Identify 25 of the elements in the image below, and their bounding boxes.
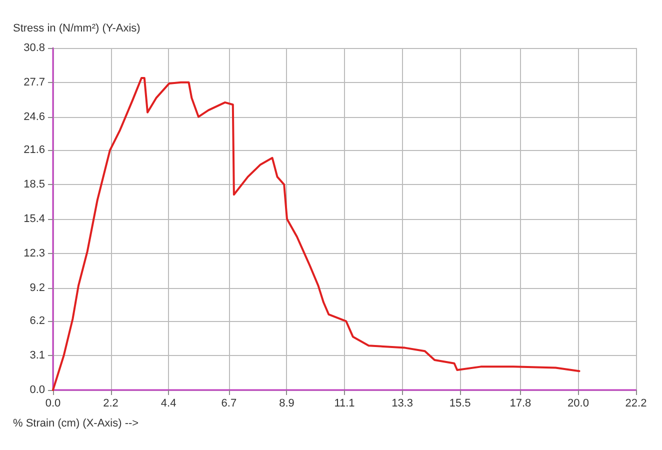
x-tick-label: 2.2 <box>103 398 118 410</box>
y-tick-label: 27.7 <box>24 76 45 88</box>
x-tick-label: 4.4 <box>160 398 176 410</box>
y-tick-label: 3.1 <box>30 350 45 362</box>
line-series <box>52 76 580 391</box>
y-tick-label: 0.0 <box>30 384 45 396</box>
x-tick-label: 17.8 <box>510 398 532 410</box>
y-tick-label: 30.8 <box>24 42 45 54</box>
x-axis-title: % Strain (cm) (X-Axis) --> <box>13 418 139 430</box>
x-tick-label: 15.5 <box>449 398 471 410</box>
x-tick-label: 0.0 <box>45 398 61 410</box>
x-tick-label: 6.7 <box>221 398 237 410</box>
y-tick-label: 18.5 <box>24 178 45 191</box>
y-tick-label: 21.6 <box>24 144 45 156</box>
y-tick-label: 15.4 <box>24 213 45 225</box>
y-tick-label: 24.6 <box>24 110 45 123</box>
y-tick-label: 6.2 <box>30 315 45 328</box>
y-tick-label: 12.3 <box>24 247 45 260</box>
x-tick-label: 13.3 <box>392 398 413 410</box>
y-axis-title: Stress in (N/mm²) (Y-Axis) <box>13 22 140 34</box>
x-tick-label: 22.2 <box>625 398 647 410</box>
x-tick-label: 11.1 <box>334 398 355 410</box>
x-tick-label: 8.9 <box>279 398 294 410</box>
y-tick-label: 9.2 <box>30 282 45 294</box>
x-tick-label: 20.0 <box>568 398 589 410</box>
